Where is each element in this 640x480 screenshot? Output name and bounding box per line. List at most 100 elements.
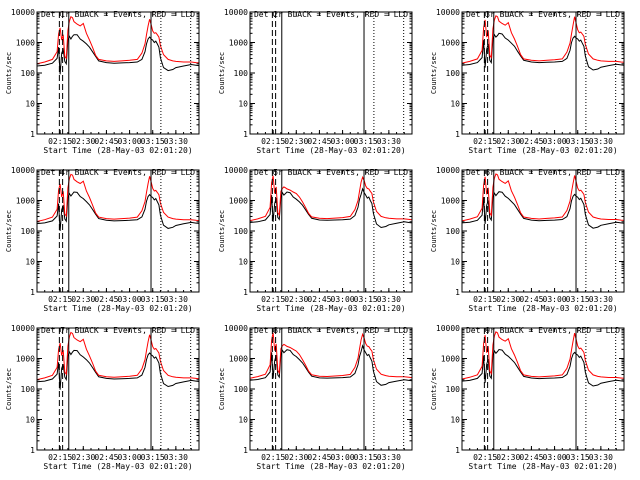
y-tick-label: 1000: [229, 39, 248, 48]
y-axis-label: Counts/sec: [5, 52, 13, 94]
x-tick-label: 03:30: [377, 295, 401, 304]
lld-series-line: [37, 15, 199, 65]
detector-chart: 1 10 100 1000 10000 02:15 02:30 02:45 03:00 03:15…: [430, 324, 625, 471]
y-axis-label: Counts/sec: [218, 52, 226, 94]
x-tick-label: 03:30: [589, 453, 613, 462]
lld-series-line: [37, 331, 199, 381]
y-tick-label: 1000: [16, 355, 35, 364]
x-axis-label: Start Time (28-May-03 02:01:20): [256, 146, 405, 155]
x-tick-label: 02:15: [261, 295, 285, 304]
y-tick-label: 100: [234, 385, 249, 394]
y-tick-label: 1000: [16, 39, 35, 48]
y-tick-label: 10000: [11, 166, 35, 175]
x-tick-label: 03:15: [354, 137, 378, 146]
plot-frame: [36, 11, 200, 135]
x-axis-label: Start Time (28-May-03 02:01:20): [256, 462, 405, 471]
lld-series-line: [462, 15, 624, 64]
x-tick-label: 03:00: [331, 137, 355, 146]
x-tick-label: 03:30: [164, 295, 188, 304]
y-tick-label: 10000: [436, 166, 460, 175]
events-series-line: [250, 187, 412, 229]
x-tick-label: 03:00: [118, 295, 142, 304]
x-tick-label: 03:00: [118, 137, 142, 146]
y-tick-label: 100: [21, 69, 36, 78]
y-axis-label: Counts/sec: [218, 368, 226, 410]
y-tick-label: 100: [21, 385, 36, 394]
detector-chart: 1 10 100 1000 10000 02:15 02:30 02:45 03:00 03:15…: [430, 8, 625, 155]
y-tick-label: 10000: [11, 8, 35, 17]
y-tick-label: 10: [238, 100, 248, 109]
chart-title: Det 6r BLACK = Events, RED = LLD: [466, 168, 620, 177]
events-series-line: [37, 349, 199, 390]
y-tick-label: 100: [21, 227, 36, 236]
lld-series-line: [250, 175, 412, 222]
y-tick-label: 10: [450, 416, 460, 425]
plot-frame: [36, 327, 200, 451]
x-axis-label: Start Time (28-May-03 02:01:20): [256, 304, 405, 313]
y-tick-label: 100: [446, 69, 461, 78]
y-tick-label: 10: [25, 258, 35, 267]
x-tick-label: 03:30: [589, 295, 613, 304]
y-tick-label: 1000: [229, 355, 248, 364]
x-tick-label: 03:00: [118, 453, 142, 462]
x-tick-label: 02:30: [71, 137, 95, 146]
x-tick-label: 02:15: [473, 137, 497, 146]
x-tick-label: 02:15: [473, 295, 497, 304]
y-tick-label: 1000: [441, 197, 460, 206]
y-axis-label: Counts/sec: [430, 52, 438, 94]
x-tick-label: 03:15: [141, 453, 165, 462]
x-tick-label: 03:30: [589, 137, 613, 146]
events-series-line: [37, 34, 199, 75]
x-tick-label: 03:15: [141, 137, 165, 146]
x-tick-label: 03:15: [354, 453, 378, 462]
x-axis-label: Start Time (28-May-03 02:01:20): [468, 304, 617, 313]
lld-series-line: [37, 173, 199, 222]
x-tick-label: 03:00: [331, 295, 355, 304]
y-tick-label: 1000: [229, 197, 248, 206]
chart-title: Det 4r BLACK = Events, RED = LLD: [41, 168, 195, 177]
y-axis-label: Counts/sec: [5, 368, 13, 410]
chart-title: Det 1r BLACK = Events, RED = LLD: [41, 10, 195, 19]
y-tick-label: 1: [30, 446, 35, 455]
x-tick-label: 02:30: [284, 453, 308, 462]
x-tick-label: 02:45: [94, 453, 118, 462]
y-tick-label: 100: [234, 227, 249, 236]
detector-chart: 1 10 100 1000 10000 02:15 02:30 02:45 03:00 03:15…: [5, 8, 200, 155]
y-tick-label: 1: [243, 288, 248, 297]
y-tick-label: 10000: [11, 324, 35, 333]
y-tick-label: 10000: [224, 8, 248, 17]
events-series-line: [250, 344, 412, 386]
x-tick-label: 02:45: [307, 137, 331, 146]
y-tick-label: 1: [455, 446, 460, 455]
y-tick-label: 10: [25, 100, 35, 109]
x-tick-label: 02:30: [284, 295, 308, 304]
y-axis-label: Counts/sec: [430, 368, 438, 410]
x-tick-label: 02:45: [94, 295, 118, 304]
x-axis-label: Start Time (28-May-03 02:01:20): [43, 304, 192, 313]
y-tick-label: 1000: [441, 39, 460, 48]
events-series-line: [37, 191, 199, 232]
x-tick-label: 03:15: [566, 137, 590, 146]
y-axis-label: Counts/sec: [430, 210, 438, 252]
y-tick-label: 1: [243, 130, 248, 139]
y-tick-label: 1000: [441, 355, 460, 364]
x-axis-label: Start Time (28-May-03 02:01:20): [43, 146, 192, 155]
y-tick-label: 10: [238, 258, 248, 267]
x-tick-label: 03:15: [566, 453, 590, 462]
y-tick-label: 100: [446, 227, 461, 236]
plot-frame: [36, 169, 200, 293]
detector-chart: 1 10 100 1000 10000 02:15 02:30 02:45 03:00 03:15…: [5, 166, 200, 313]
y-tick-label: 1: [30, 130, 35, 139]
x-tick-label: 02:30: [284, 137, 308, 146]
y-tick-label: 100: [234, 69, 249, 78]
chart-title: Det 8r BLACK = Events, RED = LLD: [254, 326, 408, 335]
x-axis-label: Start Time (28-May-03 02:01:20): [468, 146, 617, 155]
y-axis-label: Counts/sec: [5, 210, 13, 252]
y-tick-label: 10: [238, 416, 248, 425]
chart-title: Det 5r BLACK = Events, RED = LLD: [254, 168, 408, 177]
x-tick-label: 03:30: [164, 137, 188, 146]
y-tick-label: 10000: [436, 324, 460, 333]
x-axis-label: Start Time (28-May-03 02:01:20): [468, 462, 617, 471]
y-tick-label: 1000: [16, 197, 35, 206]
x-tick-label: 03:00: [543, 295, 567, 304]
